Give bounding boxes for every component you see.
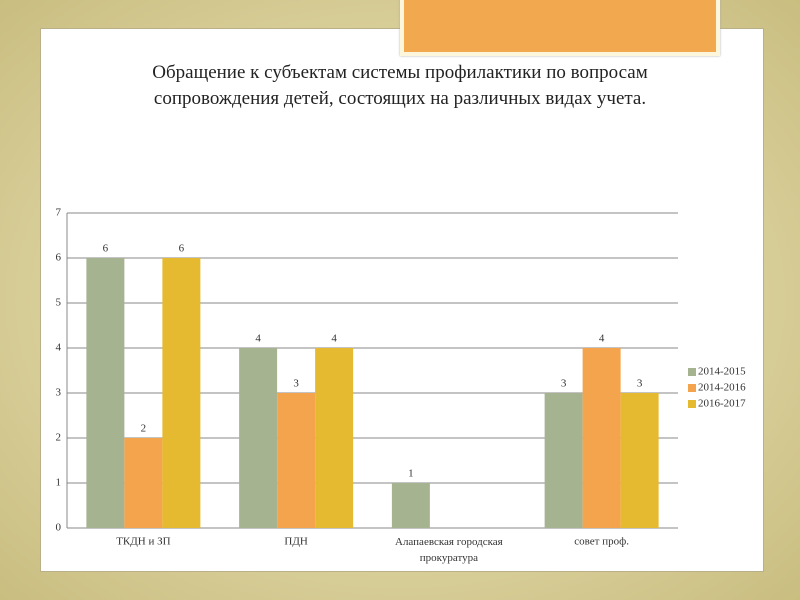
- x-tick-label: ПДН: [284, 536, 307, 548]
- legend-swatch: [688, 384, 696, 392]
- chart-title: Обращение к субъектам системы профилакти…: [152, 62, 648, 109]
- bar: [86, 258, 125, 528]
- data-label: 3: [637, 378, 643, 390]
- legend-label: 2014-2015: [698, 366, 746, 378]
- bar: [315, 348, 354, 528]
- bar: [124, 438, 163, 528]
- y-tick-label: 3: [56, 387, 62, 399]
- x-tick-label: Алапаевская городская прокуратура: [395, 536, 503, 564]
- y-tick-label: 1: [56, 477, 62, 489]
- bar: [239, 348, 278, 528]
- y-tick-label: 0: [56, 522, 62, 534]
- data-label: 2: [141, 423, 147, 435]
- y-tick-label: 2: [56, 432, 62, 444]
- data-label: 3: [561, 378, 567, 390]
- y-tick-label: 5: [56, 297, 62, 309]
- bar: [544, 393, 583, 528]
- legend-label: 2014-2016: [698, 382, 746, 394]
- y-tick-label: 7: [56, 207, 62, 219]
- data-label: 4: [255, 333, 261, 345]
- data-label: 4: [331, 333, 337, 345]
- data-label: 1: [408, 468, 414, 480]
- x-tick-label: ТКДН и ЗП: [116, 536, 170, 548]
- y-tick-label: 6: [56, 252, 62, 264]
- legend-swatch: [688, 368, 696, 376]
- y-tick-label: 4: [56, 342, 62, 354]
- data-label: 4: [599, 333, 605, 345]
- data-label: 6: [103, 243, 109, 255]
- bar: [277, 393, 316, 528]
- legend-label: 2016-2017: [698, 398, 746, 410]
- bar: [391, 483, 430, 528]
- bar: [162, 258, 201, 528]
- bar: [620, 393, 659, 528]
- decor-box: [400, 0, 720, 56]
- bar: [582, 348, 621, 528]
- data-label: 3: [293, 378, 299, 390]
- legend-swatch: [688, 400, 696, 408]
- data-label: 6: [179, 243, 185, 255]
- x-tick-label: совет проф.: [574, 536, 629, 548]
